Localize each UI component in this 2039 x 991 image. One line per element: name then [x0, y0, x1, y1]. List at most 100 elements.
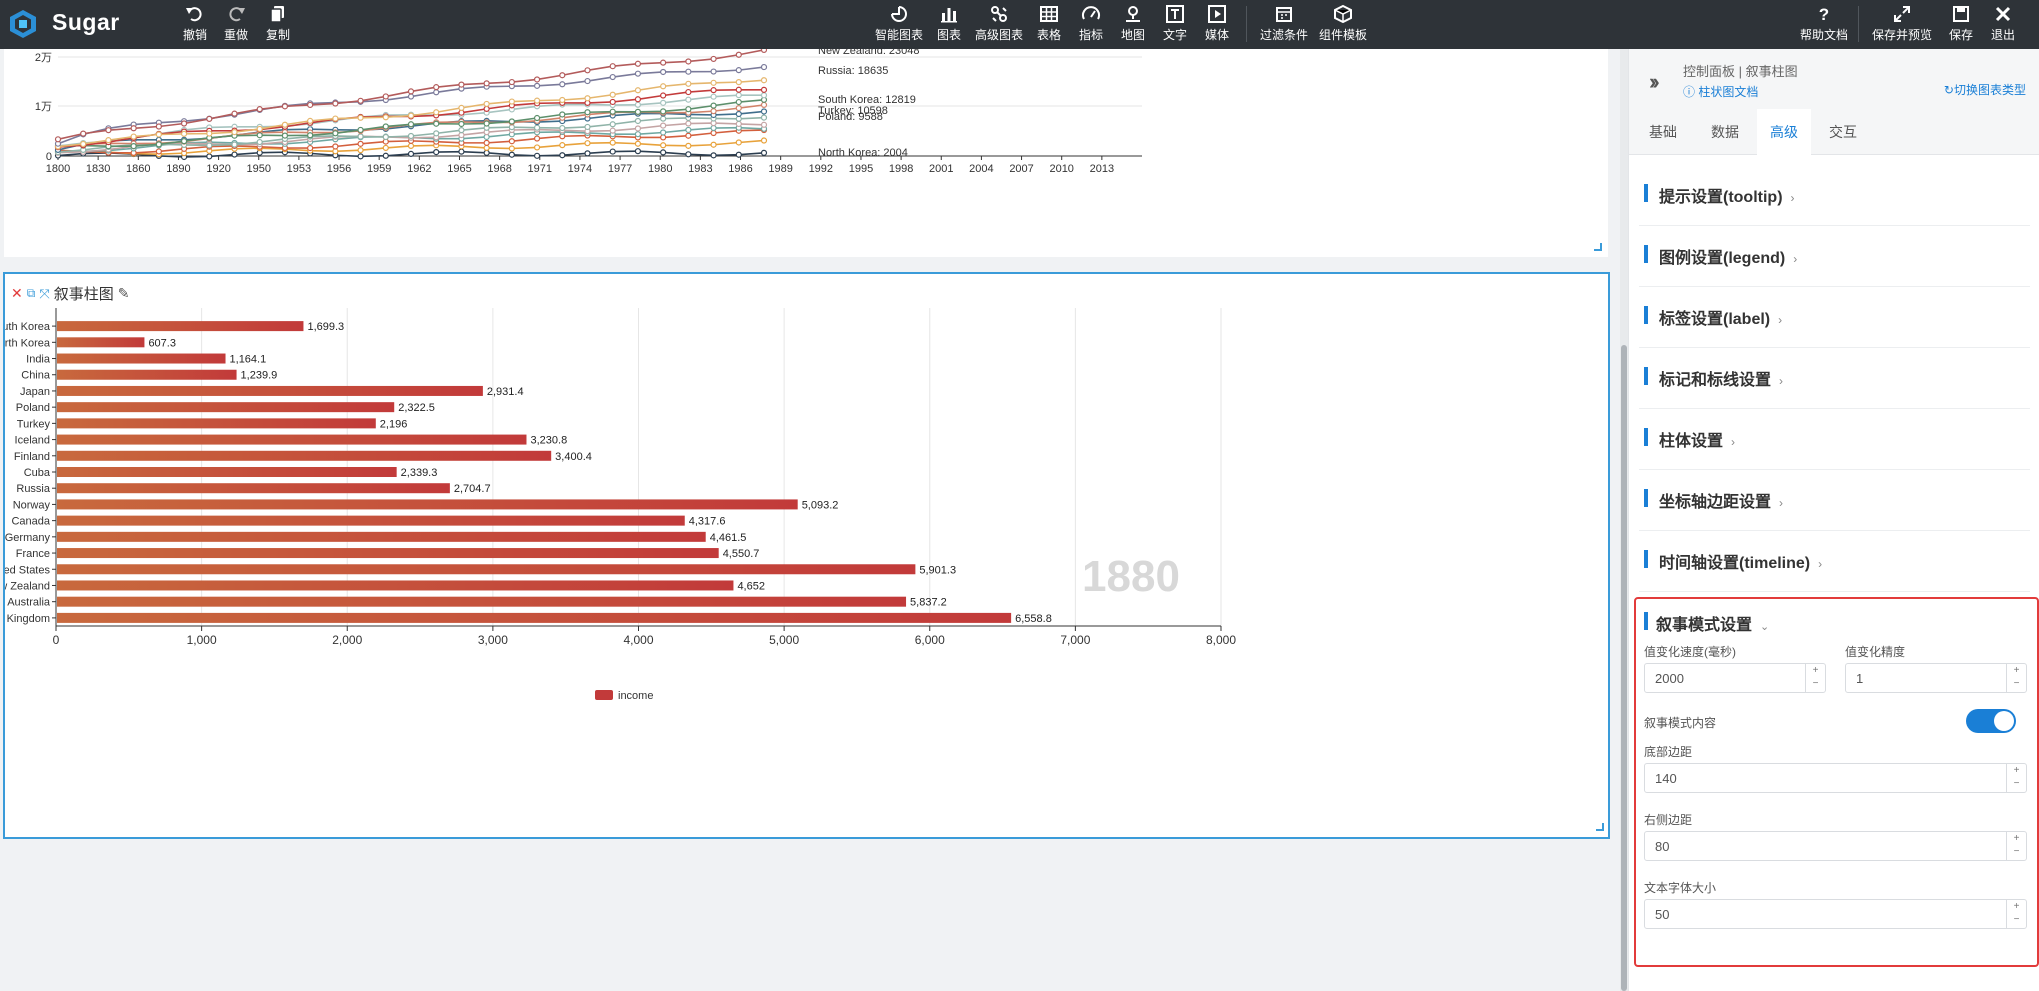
- section-markline[interactable]: 标记和标线设置 ›: [1639, 348, 2030, 409]
- series-point: [206, 130, 213, 137]
- right-margin-value: 80: [1655, 839, 1670, 854]
- tab-data[interactable]: 数据: [1711, 124, 1739, 140]
- series-point: [332, 115, 339, 122]
- section-tooltip[interactable]: 提示设置(tooltip) ›: [1639, 165, 2030, 226]
- advanced-chart-icon: [991, 6, 1007, 22]
- collapse-panel-icon[interactable]: ››: [1649, 69, 1659, 94]
- section-timeline-label: 时间轴设置(timeline): [1659, 555, 1811, 572]
- refresh-icon: ↻: [1943, 83, 1954, 97]
- card-header: ✕ ⧉ ⤧ 叙事柱图 ✎: [11, 283, 129, 304]
- x-tick-label: 1998: [889, 163, 913, 175]
- y-tick-label: Norway: [13, 499, 51, 511]
- series-end-label: New Zealand: 23048: [818, 49, 920, 57]
- advanced-chart-button[interactable]: 高级图表: [974, 4, 1024, 45]
- chart-button[interactable]: 图表: [934, 4, 964, 45]
- series-point: [307, 101, 314, 109]
- series-point: [54, 136, 62, 143]
- bottom-margin-value: 140: [1655, 771, 1677, 786]
- line-chart-card[interactable]: 0 1万 2万 1800 1830 1860 1890 1920 1950 1953 1956 195…: [4, 45, 1608, 257]
- redo-button[interactable]: 重做: [221, 4, 251, 45]
- stepper[interactable]: + −: [2006, 664, 2026, 692]
- x-tick-label: 1953: [287, 163, 311, 175]
- series-point: [357, 153, 364, 160]
- narrative-content-toggle[interactable]: [1966, 709, 2016, 733]
- undo-button[interactable]: 撤销: [180, 4, 210, 45]
- stepper[interactable]: + −: [2006, 764, 2026, 792]
- series-point: [735, 79, 742, 86]
- chart-doc-link[interactable]: ⓘ 柱状图文档: [1683, 83, 1758, 100]
- section-marker: [1644, 245, 1648, 263]
- help-button[interactable]: ? 帮助文档: [1799, 4, 1849, 45]
- switch-chart-type-label: 切换图表类型: [1953, 83, 2026, 97]
- tab-interaction[interactable]: 交互: [1829, 124, 1857, 140]
- map-button[interactable]: 地图: [1118, 4, 1148, 45]
- narrative-bar-chart-card[interactable]: ✕ ⧉ ⤧ 叙事柱图 ✎ 0 1,000 2,000 3,000 4,000 5,000 6…: [3, 272, 1610, 839]
- card-title: 叙事柱图: [53, 286, 114, 303]
- series-point: [281, 103, 289, 110]
- series-point: [483, 80, 490, 87]
- edit-pencil-icon[interactable]: ✎: [117, 285, 130, 301]
- section-timeline[interactable]: 时间轴设置(timeline) ›: [1639, 531, 2030, 592]
- right-margin-input[interactable]: 80 + −: [1644, 831, 2027, 861]
- section-label[interactable]: 标签设置(label) ›: [1639, 287, 2030, 348]
- switch-chart-type-link[interactable]: ↻切换图表类型: [1944, 81, 2026, 98]
- series-point: [155, 141, 162, 148]
- bar-value-label: 6,558.8: [1015, 613, 1052, 625]
- series-point: [508, 78, 515, 86]
- series-point: [559, 152, 566, 159]
- fullscreen-icon[interactable]: ⤧: [39, 285, 50, 301]
- bar-value-label: 607.3: [148, 337, 176, 349]
- font-size-input[interactable]: 50 + −: [1644, 899, 2027, 929]
- speed-input[interactable]: 2000 + −: [1644, 663, 1826, 693]
- tab-advanced[interactable]: 高级: [1757, 109, 1811, 155]
- y-tick-label: Iceland: [15, 435, 50, 447]
- help-circle-icon: ⓘ: [1683, 85, 1699, 99]
- series-end-label: North Korea: 2004: [818, 147, 908, 159]
- filter-button[interactable]: 过滤条件: [1259, 4, 1309, 45]
- stepper[interactable]: + −: [1805, 664, 1825, 692]
- series-point: [483, 144, 490, 152]
- section-bar-style[interactable]: 柱体设置 ›: [1639, 409, 2030, 470]
- metric-button[interactable]: 指标: [1076, 4, 1106, 45]
- text-button[interactable]: 文字: [1160, 4, 1190, 45]
- series-point: [760, 63, 768, 71]
- table-button[interactable]: 表格: [1034, 4, 1064, 45]
- stepper[interactable]: + −: [2006, 900, 2026, 928]
- y-tick-label: Turkey: [17, 418, 51, 430]
- series-point: [382, 133, 389, 141]
- save-preview-button[interactable]: 保存并预览: [1871, 4, 1933, 45]
- copy-button[interactable]: 复制: [263, 4, 293, 45]
- duplicate-icon[interactable]: ⧉: [26, 286, 36, 300]
- series-point: [660, 115, 667, 122]
- tab-basic[interactable]: 基础: [1649, 124, 1677, 140]
- section-legend[interactable]: 图例设置(legend) ›: [1639, 226, 2030, 287]
- section-axis-margin[interactable]: 坐标轴边距设置 ›: [1639, 470, 2030, 531]
- narrative-section-header[interactable]: 叙事模式设置 ⌄: [1656, 611, 1769, 635]
- resize-handle[interactable]: [1596, 823, 1604, 831]
- stepper[interactable]: + −: [2006, 832, 2026, 860]
- exit-label: 退出: [1990, 28, 2015, 42]
- series-point: [105, 137, 112, 144]
- exit-button[interactable]: 退出: [1988, 4, 2018, 45]
- bar: [57, 548, 719, 559]
- scrollbar-thumb[interactable]: [1621, 345, 1627, 991]
- canvas-scrollbar[interactable]: [1620, 49, 1628, 991]
- template-button[interactable]: 组件模板: [1318, 4, 1368, 45]
- precision-input[interactable]: 1 + −: [1845, 663, 2027, 693]
- y-tick-label: ted States: [5, 564, 50, 576]
- bottom-margin-input[interactable]: 140 + −: [1644, 763, 2027, 793]
- section-axis-margin-label: 坐标轴边距设置: [1659, 494, 1772, 511]
- delete-icon[interactable]: ✕: [11, 285, 23, 301]
- save-button[interactable]: 保存: [1946, 4, 1976, 45]
- series-point: [735, 110, 742, 118]
- series-point: [735, 86, 742, 93]
- resize-handle[interactable]: [1594, 243, 1602, 251]
- smart-chart-button[interactable]: 智能图表: [874, 4, 924, 45]
- media-button[interactable]: 媒体: [1202, 4, 1232, 45]
- section-marker: [1644, 612, 1648, 630]
- series-point: [281, 132, 289, 139]
- content-label: 叙事模式内容: [1644, 716, 1717, 730]
- series-point: [660, 108, 667, 115]
- series-point: [685, 68, 692, 75]
- series-point: [609, 91, 616, 98]
